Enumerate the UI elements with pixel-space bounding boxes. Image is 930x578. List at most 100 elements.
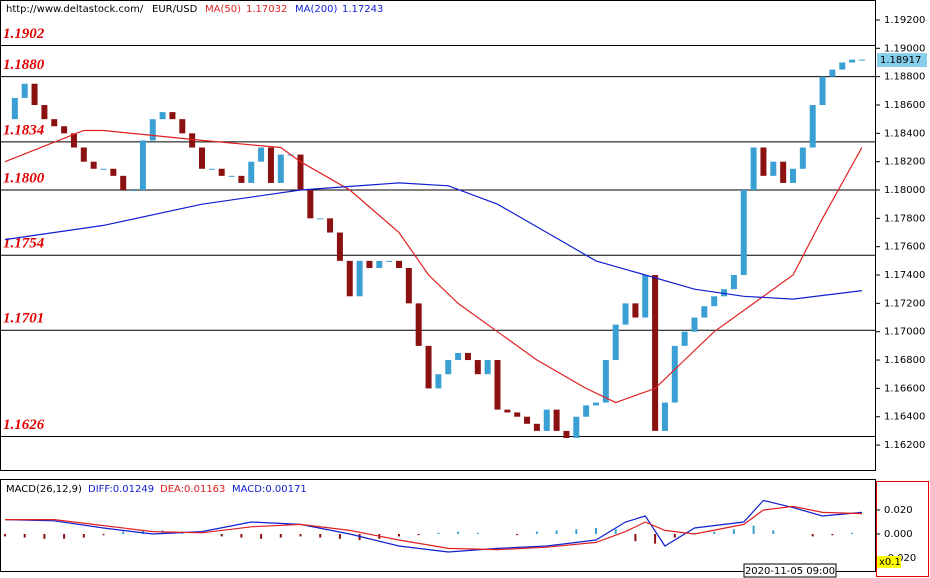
candle	[681, 331, 688, 346]
candle	[790, 168, 796, 183]
ma50-name: MA(50)	[205, 4, 241, 15]
macd-axis-frame	[876, 481, 929, 577]
level-label: 1.1800	[3, 170, 45, 186]
candle	[100, 168, 107, 170]
candle	[21, 83, 28, 98]
candle	[602, 360, 609, 403]
candle	[484, 360, 491, 375]
macd-title: MACD(26,12,9)	[6, 484, 82, 495]
candle	[464, 352, 471, 361]
candle	[858, 59, 865, 61]
current-price-label: 1.18917	[880, 55, 921, 66]
candle	[524, 416, 531, 424]
y-tick-label: 1.18000	[884, 185, 925, 196]
candle	[425, 345, 432, 389]
candle	[593, 402, 599, 406]
candle	[248, 161, 255, 183]
y-tick-label: 1.16600	[884, 383, 925, 394]
candle	[553, 409, 560, 431]
ma200-value: 1.17243	[342, 4, 383, 15]
y-tick-label: 1.18400	[884, 128, 925, 139]
ma200-name: MA(200)	[295, 4, 337, 15]
candle	[376, 260, 383, 268]
y-tick-label: 0.020	[884, 505, 913, 516]
date-box	[743, 563, 837, 578]
candle	[770, 161, 777, 176]
y-tick-label: 1.16400	[884, 412, 925, 423]
candle	[780, 161, 787, 183]
candle	[267, 147, 274, 183]
diff-label: DIFF:0.01249	[88, 484, 154, 495]
candle	[41, 105, 48, 120]
candle	[336, 232, 343, 261]
ma50-value: 1.17032	[246, 4, 287, 15]
level-label: 1.1880	[3, 57, 45, 73]
candle	[839, 62, 846, 70]
candle	[120, 175, 127, 191]
line-series	[5, 505, 862, 551]
y-tick-label: 1.18200	[884, 157, 925, 168]
candle	[661, 402, 668, 431]
site-label: http://www.deltastock.com/	[6, 4, 144, 15]
candle	[238, 175, 245, 183]
y-tick-label: 1.16800	[884, 355, 925, 366]
scale-label: x0.1	[879, 557, 901, 568]
y-tick-label: 1.17800	[884, 213, 925, 224]
candle	[366, 260, 373, 268]
candle	[455, 352, 462, 361]
y-tick-label: 1.19200	[884, 15, 925, 26]
candle	[70, 133, 77, 148]
candle	[90, 161, 97, 169]
y-tick-label: 1.17200	[884, 298, 925, 309]
candle	[642, 275, 649, 318]
candle	[130, 190, 137, 192]
candle	[474, 360, 481, 375]
candle	[346, 260, 353, 297]
candle	[691, 317, 698, 332]
candle	[760, 147, 767, 176]
candle	[61, 126, 68, 134]
y-tick-label: 1.18800	[884, 72, 925, 83]
candle	[149, 119, 156, 141]
candle	[396, 260, 402, 268]
level-label: 1.1834	[3, 122, 45, 138]
candle	[169, 112, 176, 120]
candle	[228, 175, 235, 177]
level-label: 1.1754	[3, 236, 45, 252]
candle	[671, 345, 678, 403]
candle	[297, 154, 304, 191]
candle	[218, 168, 225, 176]
y-tick-label: 1.17600	[884, 242, 925, 253]
candle	[494, 360, 501, 410]
y-tick-label: 0.000	[884, 529, 913, 540]
candle	[809, 105, 816, 148]
candle	[386, 260, 393, 262]
candle	[11, 97, 18, 120]
candle	[327, 218, 334, 233]
current-price-box	[877, 53, 927, 68]
line-series	[4, 182, 862, 300]
candle	[563, 430, 570, 438]
candle	[139, 140, 146, 191]
y-tick-label: 1.19000	[884, 43, 925, 54]
date-label: 2020-11-05 09:00	[745, 566, 835, 577]
macd-label: MACD:0.00171	[232, 484, 307, 495]
candle	[199, 147, 205, 169]
candle	[652, 275, 659, 431]
candle	[159, 112, 166, 120]
candle	[543, 409, 550, 431]
candle	[514, 412, 521, 417]
candle	[819, 76, 826, 106]
level-label: 1.1902	[3, 26, 45, 42]
candle	[208, 168, 215, 170]
candle	[110, 168, 117, 176]
candle	[415, 303, 422, 346]
candle	[258, 147, 265, 162]
line-series	[4, 129, 863, 404]
candle	[799, 147, 806, 169]
level-label: 1.1701	[3, 311, 44, 327]
macd-panel	[0, 479, 876, 572]
candle	[612, 324, 619, 361]
symbol: EUR/USD	[152, 4, 198, 15]
candle	[533, 423, 540, 431]
